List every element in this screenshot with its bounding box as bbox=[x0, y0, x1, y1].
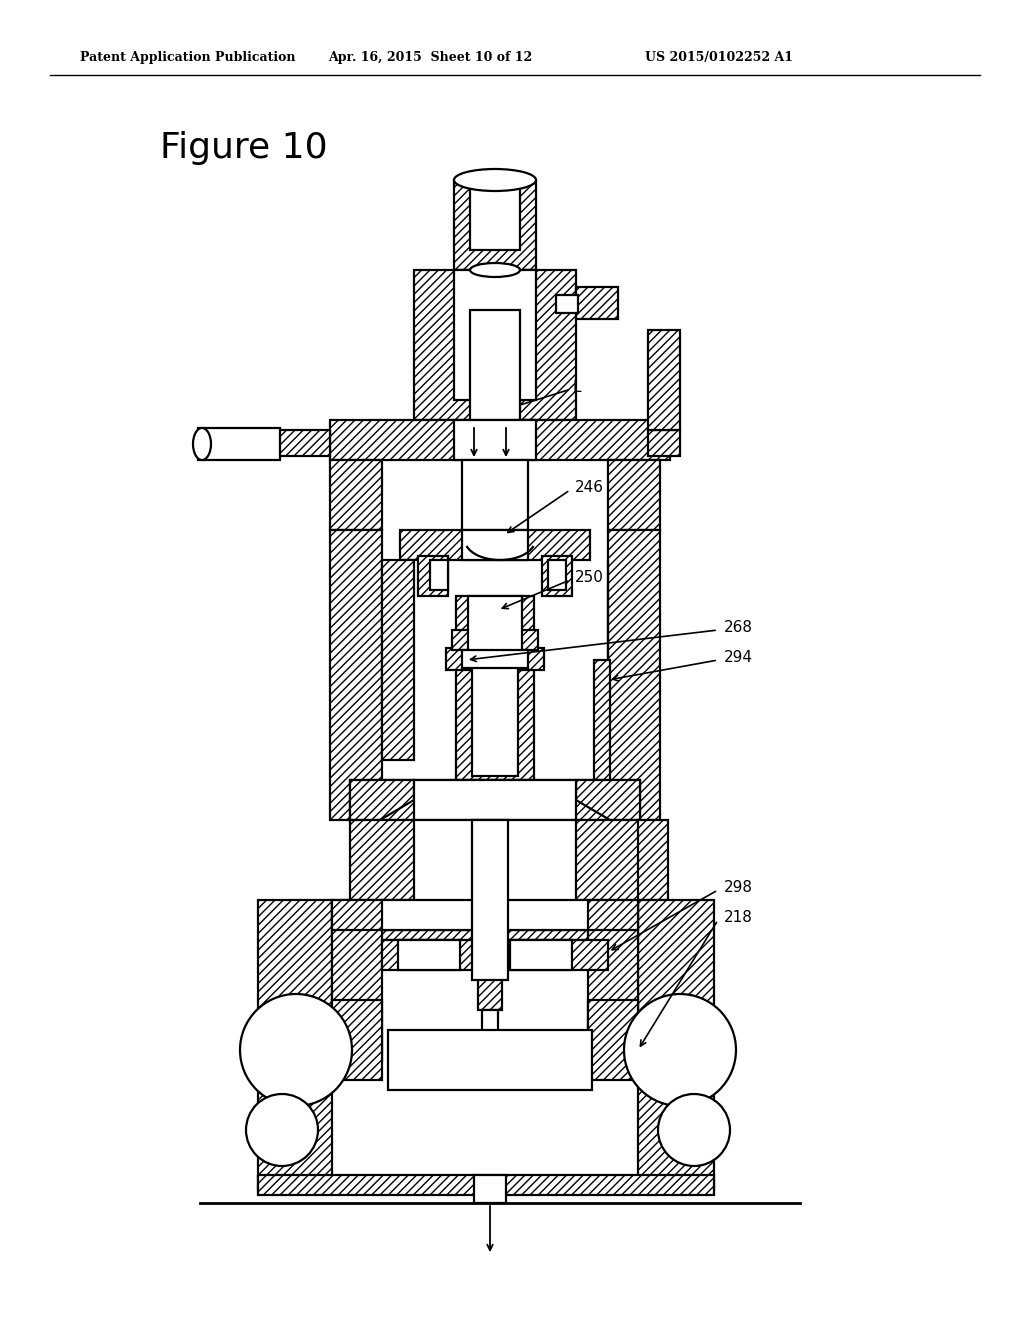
Bar bbox=[454, 180, 536, 271]
Bar bbox=[456, 597, 534, 780]
Bar bbox=[382, 560, 414, 760]
Bar bbox=[474, 1175, 506, 1203]
Text: 268: 268 bbox=[724, 620, 753, 635]
Text: L: L bbox=[572, 380, 581, 396]
Bar bbox=[648, 430, 680, 455]
Bar bbox=[478, 970, 502, 1010]
Bar bbox=[382, 940, 608, 970]
Bar bbox=[398, 940, 460, 970]
Polygon shape bbox=[350, 780, 414, 820]
Circle shape bbox=[246, 1094, 318, 1166]
Bar bbox=[470, 310, 520, 420]
Bar bbox=[588, 1001, 638, 1080]
Bar bbox=[470, 180, 520, 249]
Ellipse shape bbox=[470, 263, 520, 277]
Bar bbox=[510, 940, 572, 970]
Bar bbox=[350, 780, 640, 820]
Bar bbox=[332, 1001, 382, 1080]
Text: 298: 298 bbox=[724, 880, 753, 895]
Bar bbox=[638, 820, 668, 900]
Circle shape bbox=[240, 994, 352, 1106]
Bar bbox=[588, 900, 638, 1060]
Bar bbox=[330, 420, 670, 459]
Bar bbox=[472, 656, 518, 776]
Bar bbox=[468, 597, 522, 656]
Bar bbox=[648, 330, 680, 430]
Bar bbox=[388, 1030, 592, 1090]
Bar bbox=[278, 430, 330, 455]
Bar bbox=[350, 820, 640, 940]
Bar bbox=[258, 900, 332, 1191]
Bar bbox=[400, 531, 590, 560]
Bar bbox=[332, 900, 382, 1060]
Bar bbox=[414, 820, 575, 920]
Bar bbox=[454, 420, 536, 459]
Circle shape bbox=[624, 994, 736, 1106]
Text: Apr. 16, 2015  Sheet 10 of 12: Apr. 16, 2015 Sheet 10 of 12 bbox=[328, 51, 532, 65]
Text: US 2015/0102252 A1: US 2015/0102252 A1 bbox=[645, 51, 793, 65]
Bar bbox=[332, 900, 638, 931]
Bar bbox=[198, 428, 280, 459]
Bar bbox=[414, 780, 575, 820]
Bar bbox=[330, 531, 382, 820]
Bar bbox=[418, 556, 449, 597]
Bar bbox=[482, 1010, 498, 1060]
Bar bbox=[446, 648, 544, 671]
Bar bbox=[556, 294, 578, 313]
Bar bbox=[472, 820, 508, 979]
Bar bbox=[608, 459, 660, 531]
Text: 246: 246 bbox=[575, 480, 604, 495]
Text: Patent Application Publication: Patent Application Publication bbox=[80, 51, 296, 65]
Bar bbox=[382, 900, 588, 931]
Bar bbox=[454, 271, 536, 400]
Text: 250: 250 bbox=[575, 570, 604, 586]
Bar bbox=[330, 459, 382, 531]
Circle shape bbox=[658, 1094, 730, 1166]
Polygon shape bbox=[575, 780, 640, 820]
Bar bbox=[462, 649, 528, 668]
Ellipse shape bbox=[390, 1035, 590, 1085]
Bar bbox=[430, 560, 449, 590]
Bar bbox=[594, 660, 610, 820]
Ellipse shape bbox=[454, 169, 536, 191]
Bar bbox=[608, 531, 660, 820]
Ellipse shape bbox=[193, 428, 211, 459]
Text: 294: 294 bbox=[724, 651, 753, 665]
Bar bbox=[638, 900, 714, 1191]
Bar bbox=[414, 271, 575, 420]
Bar bbox=[575, 286, 618, 319]
Bar bbox=[452, 630, 538, 649]
Text: 218: 218 bbox=[724, 911, 753, 925]
Bar bbox=[258, 1175, 714, 1195]
Text: Figure 10: Figure 10 bbox=[160, 131, 328, 165]
Bar bbox=[542, 556, 572, 597]
Bar bbox=[548, 560, 566, 590]
Bar bbox=[462, 531, 528, 560]
Bar bbox=[462, 459, 528, 531]
